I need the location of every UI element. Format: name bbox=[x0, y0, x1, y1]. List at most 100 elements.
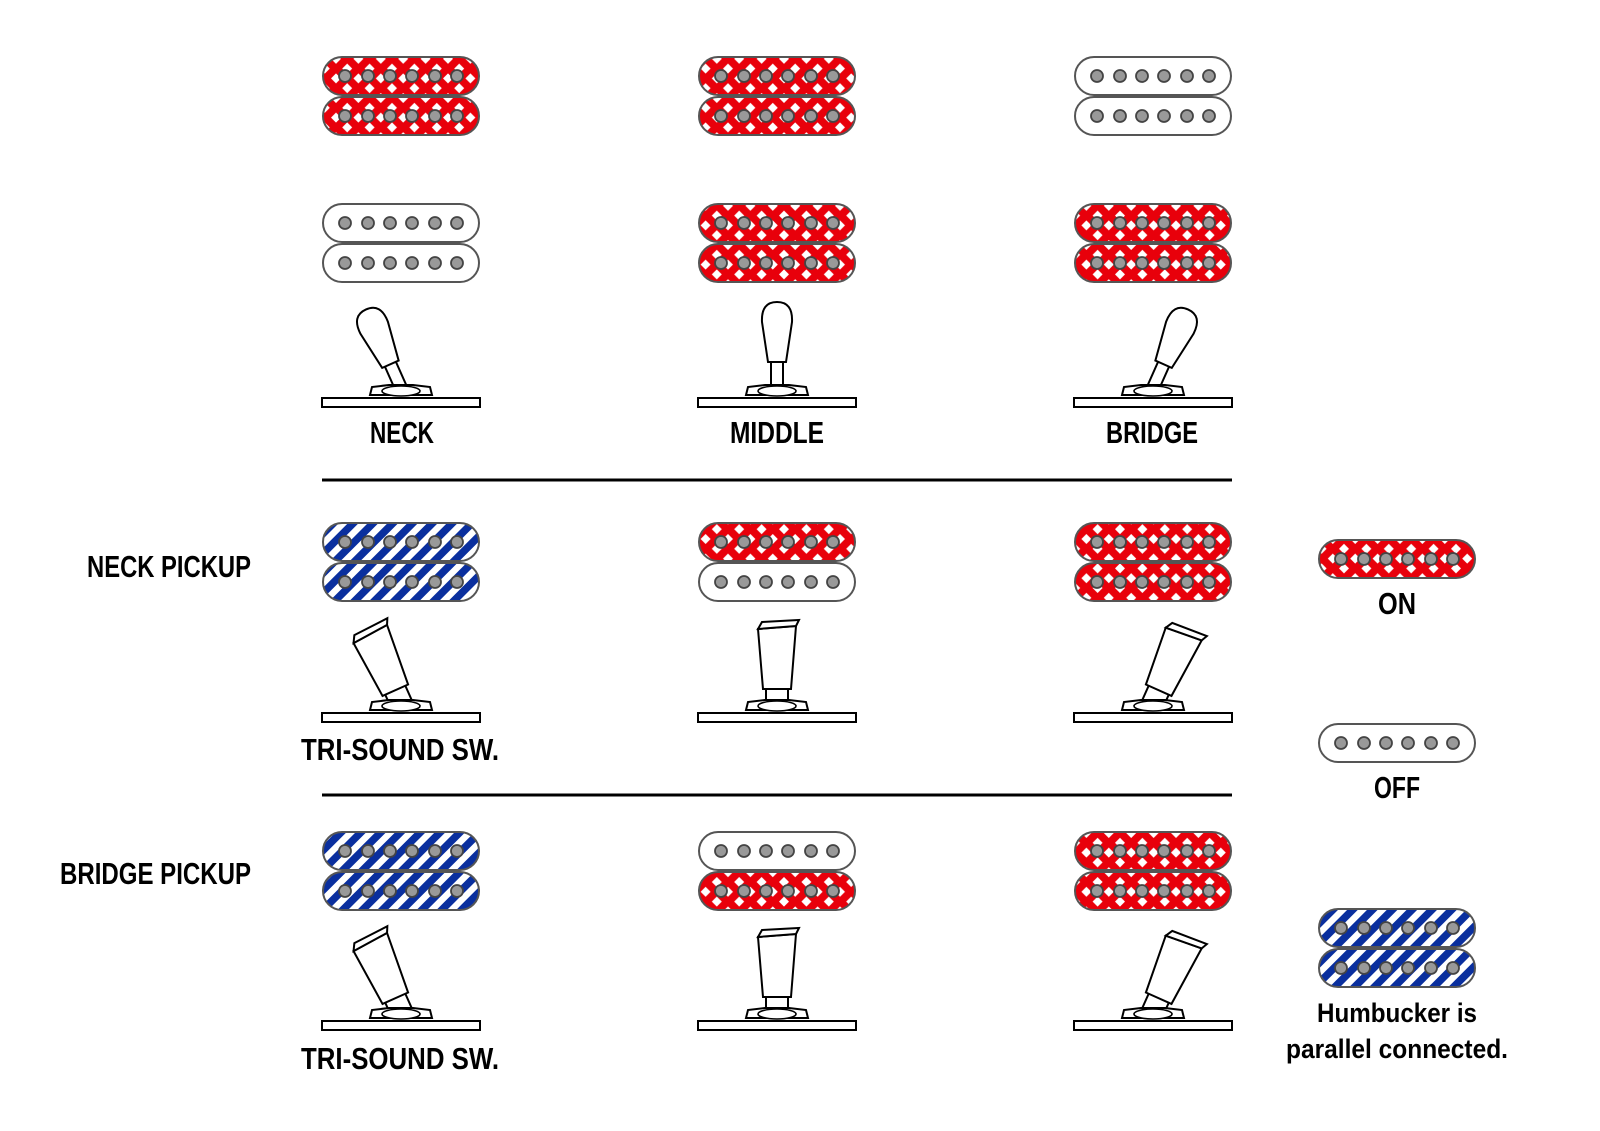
pickup-coil-off bbox=[698, 831, 856, 871]
pole-piece bbox=[428, 69, 442, 83]
pole-piece bbox=[450, 109, 464, 123]
pole-piece bbox=[826, 884, 840, 898]
pole-piece bbox=[1202, 256, 1216, 270]
pickup-coil-on bbox=[1074, 562, 1232, 602]
pole-piece bbox=[1379, 552, 1393, 566]
pole-piece bbox=[1135, 109, 1149, 123]
pole-piece bbox=[428, 844, 442, 858]
pole-piece bbox=[1113, 535, 1127, 549]
coil-body bbox=[698, 871, 856, 911]
pickup-coil-on bbox=[1074, 522, 1232, 562]
pole-piece bbox=[383, 575, 397, 589]
pole-piece bbox=[1090, 216, 1104, 230]
legend-parallel-text-line1: Humbucker is bbox=[1317, 998, 1477, 1028]
pole-piece bbox=[1180, 69, 1194, 83]
pole-piece bbox=[405, 256, 419, 270]
toggle-switch-icon bbox=[1073, 306, 1233, 408]
pole-piece bbox=[1202, 216, 1216, 230]
pickup-coil-on bbox=[1318, 539, 1476, 579]
coil-body bbox=[322, 243, 480, 283]
pole-piece bbox=[714, 884, 728, 898]
pole-piece bbox=[428, 884, 442, 898]
coil-body bbox=[698, 562, 856, 602]
coil-body bbox=[1318, 723, 1476, 763]
pole-piece bbox=[383, 884, 397, 898]
pole-piece bbox=[714, 216, 728, 230]
pole-piece bbox=[450, 256, 464, 270]
switch-plate bbox=[1073, 397, 1233, 408]
pole-piece bbox=[714, 69, 728, 83]
pickup-coil-on bbox=[698, 203, 856, 243]
pole-piece bbox=[759, 535, 773, 549]
switch-lever bbox=[756, 926, 801, 1014]
pole-piece bbox=[781, 109, 795, 123]
tri-sound-switch-icon bbox=[1073, 929, 1233, 1031]
legend-parallel-text-line2: parallel connected. bbox=[1286, 1034, 1508, 1064]
toggle-switch-icon bbox=[697, 300, 857, 408]
pole-piece bbox=[338, 575, 352, 589]
pickup-coil-on bbox=[322, 56, 480, 96]
pole-piece bbox=[759, 256, 773, 270]
pole-piece bbox=[1113, 216, 1127, 230]
neck-pickup-title: NECK PICKUP bbox=[87, 549, 251, 584]
pole-piece bbox=[1180, 884, 1194, 898]
pole-piece bbox=[1090, 575, 1104, 589]
pole-piece bbox=[1401, 961, 1415, 975]
pole-piece bbox=[1357, 961, 1371, 975]
switch-plate bbox=[321, 1020, 481, 1031]
pole-piece bbox=[781, 216, 795, 230]
pickup-coil-on bbox=[698, 56, 856, 96]
pole-piece bbox=[1446, 921, 1460, 935]
coil-body bbox=[1318, 539, 1476, 579]
pole-piece bbox=[361, 216, 375, 230]
coil-body bbox=[1074, 831, 1232, 871]
pole-piece bbox=[338, 884, 352, 898]
pole-piece bbox=[1180, 109, 1194, 123]
coil-body bbox=[1074, 871, 1232, 911]
pickup-coil-on bbox=[698, 871, 856, 911]
pole-piece bbox=[1113, 844, 1127, 858]
pole-piece bbox=[1157, 69, 1171, 83]
pole-piece bbox=[1180, 216, 1194, 230]
pickup-coil-on bbox=[322, 96, 480, 136]
coil-body bbox=[322, 203, 480, 243]
pole-piece bbox=[383, 844, 397, 858]
pickup-coil-parallel bbox=[322, 831, 480, 871]
pole-piece bbox=[1135, 216, 1149, 230]
pickup-coil-on bbox=[1074, 871, 1232, 911]
pole-piece bbox=[1180, 256, 1194, 270]
bridge-pickup-title: BRIDGE PICKUP bbox=[60, 856, 251, 891]
pole-piece bbox=[1157, 884, 1171, 898]
pole-piece bbox=[781, 575, 795, 589]
pole-piece bbox=[361, 884, 375, 898]
pole-piece bbox=[405, 216, 419, 230]
coil-body bbox=[1318, 908, 1476, 948]
pole-piece bbox=[826, 256, 840, 270]
pole-piece bbox=[1379, 921, 1393, 935]
pole-piece bbox=[1334, 736, 1348, 750]
pole-piece bbox=[737, 884, 751, 898]
switch-lever bbox=[352, 616, 414, 711]
pole-piece bbox=[1424, 736, 1438, 750]
pole-piece bbox=[1424, 961, 1438, 975]
pole-piece bbox=[361, 69, 375, 83]
switch-plate bbox=[697, 1020, 857, 1031]
pole-piece bbox=[804, 256, 818, 270]
coil-body bbox=[698, 96, 856, 136]
pole-piece bbox=[826, 575, 840, 589]
coil-body bbox=[322, 831, 480, 871]
pole-piece bbox=[826, 109, 840, 123]
pole-piece bbox=[1357, 921, 1371, 935]
pole-piece bbox=[1090, 256, 1104, 270]
pole-piece bbox=[1334, 552, 1348, 566]
pole-piece bbox=[1180, 575, 1194, 589]
pole-piece bbox=[804, 575, 818, 589]
pole-piece bbox=[405, 575, 419, 589]
pole-piece bbox=[781, 69, 795, 83]
pole-piece bbox=[737, 69, 751, 83]
switch-lever bbox=[355, 306, 409, 394]
pole-piece bbox=[737, 844, 751, 858]
pole-piece bbox=[1357, 736, 1371, 750]
coil-body bbox=[698, 243, 856, 283]
coil-body bbox=[698, 56, 856, 96]
